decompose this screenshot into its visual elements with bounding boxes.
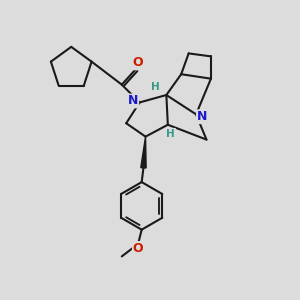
Text: N: N: [128, 94, 138, 107]
Text: O: O: [133, 242, 143, 255]
Text: H: H: [167, 129, 175, 139]
Text: O: O: [133, 56, 143, 69]
Polygon shape: [141, 136, 146, 168]
Text: N: N: [197, 110, 207, 123]
Text: H: H: [151, 82, 159, 92]
